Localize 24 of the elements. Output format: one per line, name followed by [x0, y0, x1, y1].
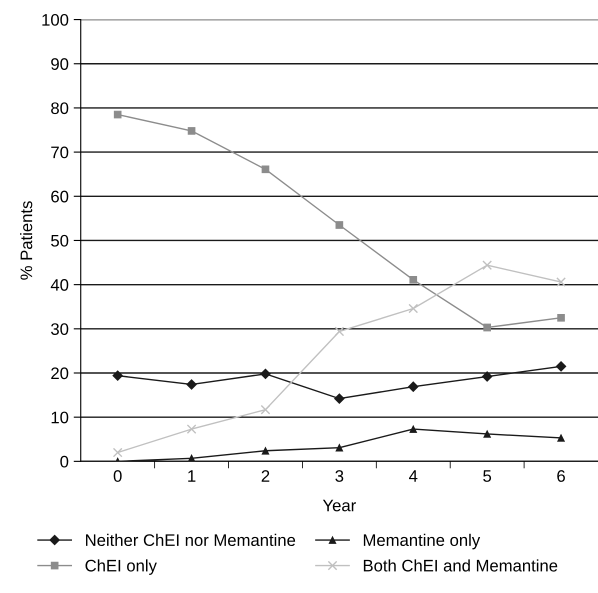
legend-label: ChEI only: [86, 559, 157, 575]
x-tick-label: 6: [557, 470, 565, 482]
legend-label: Neither ChEI nor Memantine: [86, 534, 296, 546]
x-tick-label: 0: [114, 470, 122, 482]
y-tick-label: 40: [50, 279, 68, 291]
y-tick-label: 90: [51, 58, 68, 70]
x-tick-label: 5: [483, 470, 492, 482]
y-tick-label: 20: [51, 367, 68, 380]
y-tick-label: 30: [51, 323, 68, 336]
x-tick-label: 4: [409, 470, 418, 482]
y-tick-label: 70: [51, 146, 68, 158]
x-tick-label: 2: [262, 470, 270, 482]
y-tick-label: 10: [52, 412, 68, 424]
y-tick-label: 80: [51, 102, 68, 114]
y-tick-label: 60: [51, 190, 68, 202]
y-axis-title: % Patients: [20, 201, 32, 280]
legend-label: Memantine only: [364, 534, 480, 550]
x-tick-label: 1: [188, 470, 196, 482]
y-tick-label: 100: [42, 14, 68, 26]
x-axis-title: Year: [322, 500, 356, 512]
x-tick-label: 3: [335, 470, 344, 482]
y-tick-label: 0: [60, 456, 68, 468]
legend-label: Both ChEI and Memantine: [364, 559, 558, 572]
y-tick-label: 50: [51, 234, 68, 247]
